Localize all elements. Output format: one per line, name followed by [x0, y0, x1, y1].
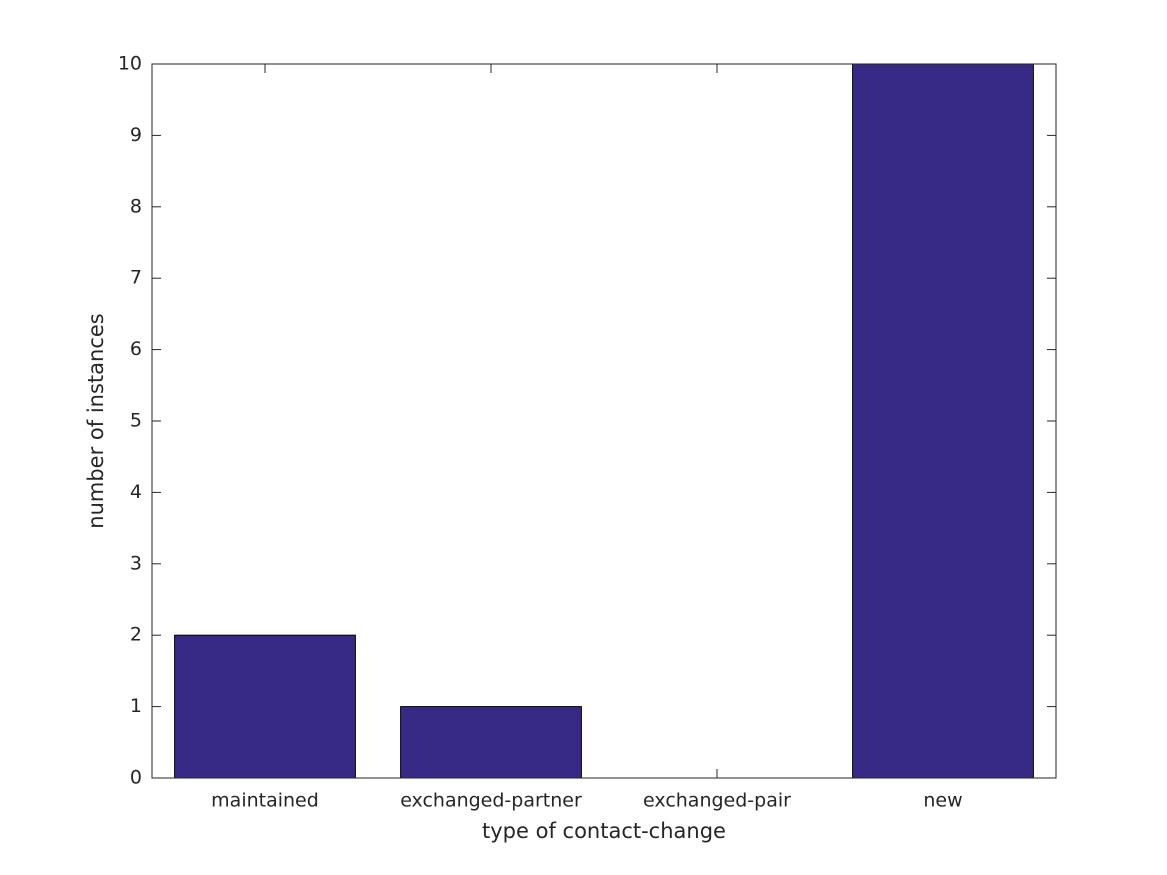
x-tick-label: exchanged-pair — [643, 790, 791, 812]
y-tick-label: 1 — [130, 695, 142, 717]
y-tick-label: 5 — [130, 410, 142, 432]
y-tick-label: 8 — [130, 195, 142, 217]
y-axis-label: number of instances — [84, 313, 108, 528]
plot-frame — [151, 63, 1057, 779]
bar — [400, 706, 582, 779]
y-tick-label: 6 — [130, 338, 142, 360]
x-tick-label: new — [923, 790, 962, 812]
y-tick-label: 2 — [130, 624, 142, 646]
y-tick-label: 0 — [130, 767, 142, 789]
bar — [174, 634, 356, 779]
y-tick-label: 9 — [130, 124, 142, 146]
x-tick-label: exchanged-partner — [400, 790, 582, 812]
x-axis-label: type of contact-change — [482, 819, 726, 843]
y-tick-label: 3 — [130, 552, 142, 574]
bar — [852, 63, 1034, 779]
y-tick-label: 7 — [130, 267, 142, 289]
x-tick-label: maintained — [211, 790, 319, 812]
y-tick-label: 10 — [118, 53, 142, 75]
y-tick-label: 4 — [130, 481, 142, 503]
